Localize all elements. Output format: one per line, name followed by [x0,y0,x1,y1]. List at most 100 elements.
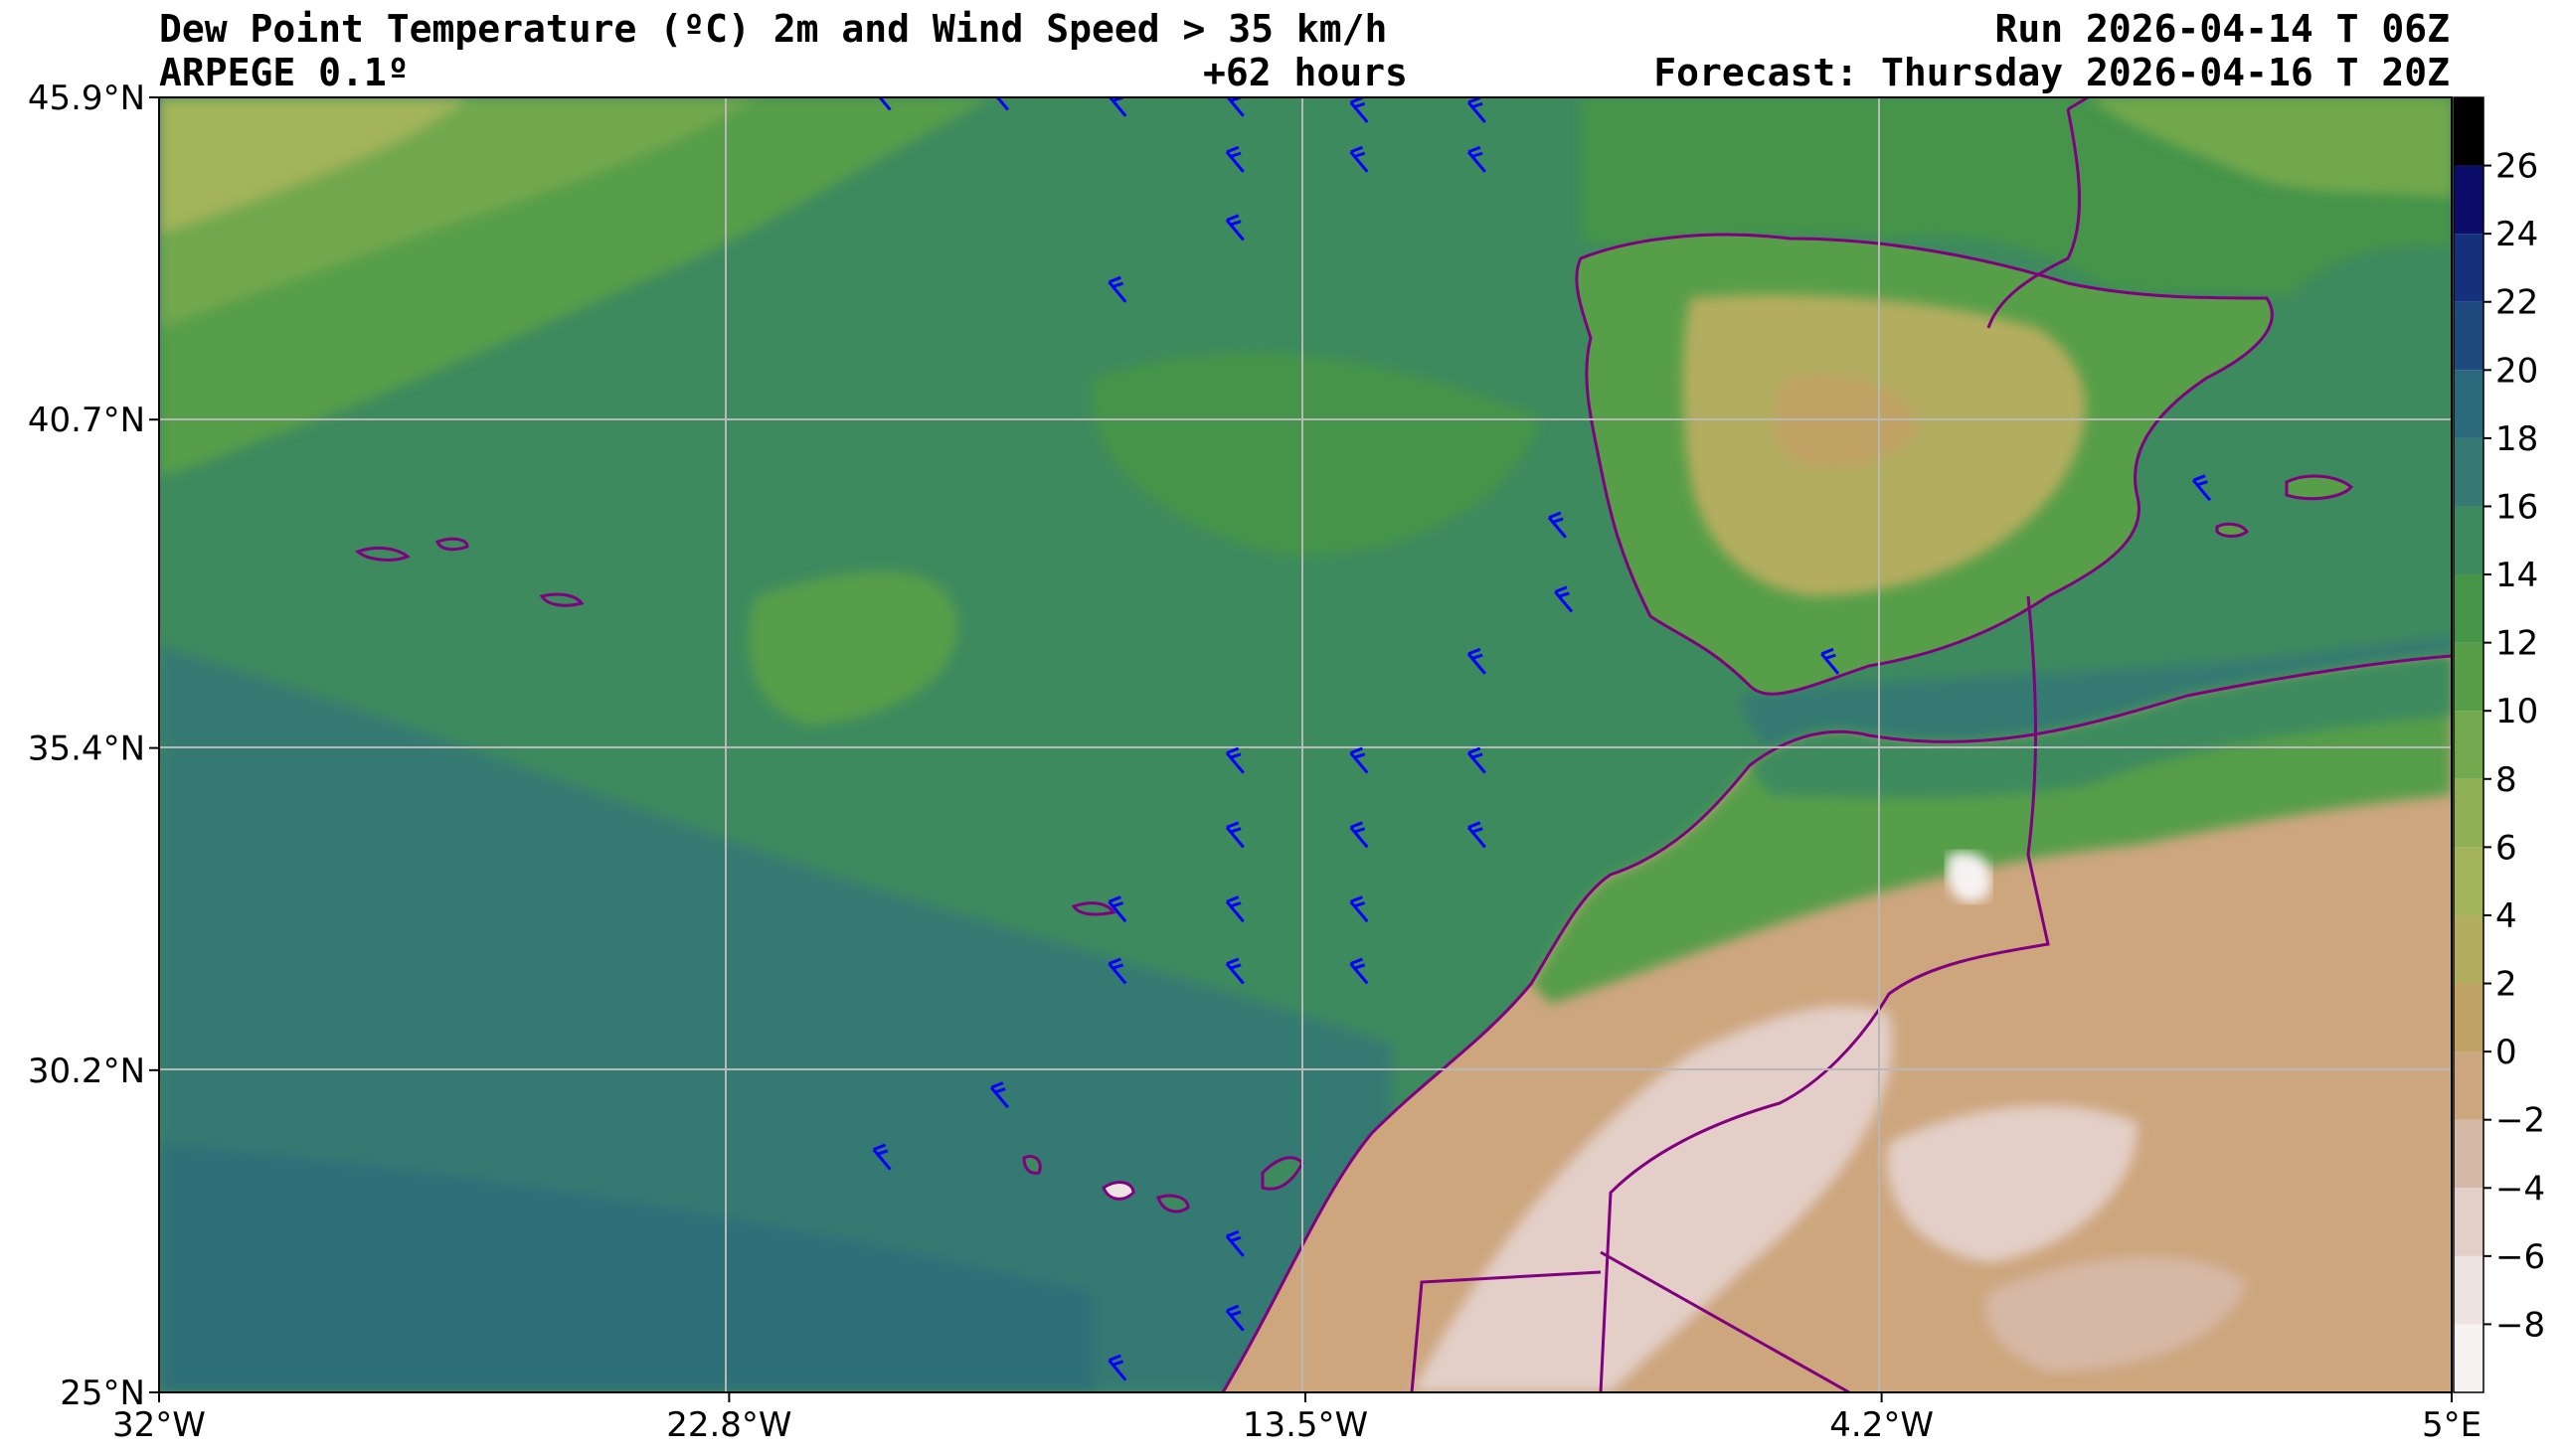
wind-barb [989,97,1009,111]
wind-barb [1349,957,1369,985]
colorbar-tick-label: −8 [2495,1305,2545,1345]
colorbar-tick-label: 8 [2495,760,2517,800]
wind-barb [1225,957,1245,985]
wind-barb [1466,746,1486,774]
sahara-dry-west [1412,1006,1893,1392]
contour-4-6-nw [159,97,467,234]
forecast-label: Forecast: Thursday 2026-04-16 T 20Z [1653,51,2450,94]
wind-barb [1225,1304,1245,1332]
wind-barb [1466,821,1486,849]
colorbar-segment [2454,370,2483,438]
colorbar-segment [2454,1052,2483,1120]
colorbar-tick-label: 12 [2495,624,2538,664]
map-area [159,97,2452,1392]
x-tick-label: 4.2°W [1829,1405,1934,1445]
colorbar-tick-label: −4 [2495,1169,2545,1209]
colorbar-segment [2454,165,2483,235]
iberia-central-dry [1775,375,1919,467]
run-label: Run 2026-04-14 T 06Z [1994,7,2450,51]
contour-10-12-central [748,571,958,726]
azores-east [539,592,585,607]
colorbar-segment [2454,97,2483,166]
wind-barb [1108,895,1127,923]
colorbar-tick-label: 0 [2495,1033,2517,1072]
colorbar-tick-label: −6 [2495,1237,2545,1277]
rif-coast-moist [1750,656,2452,798]
morocco-algeria-border [1599,595,2050,1392]
canary-la-palma [1022,1155,1042,1175]
azores-central [435,537,469,552]
colorbar-tick-label: 16 [2495,487,2538,527]
wind-barb [1225,145,1245,173]
x-tick-label: 5°E [2422,1405,2481,1445]
colorbar-frame [2453,96,2484,1393]
colorbar-segment [2454,983,2483,1052]
wind-barb [2192,474,2212,502]
colorbar-tick-label: 26 [2495,147,2538,187]
wind-barb [872,1143,892,1171]
lead-time-label: +62 hours [1203,51,1408,94]
colorbar-segment [2454,1255,2483,1325]
colorbar-segment [2454,711,2483,779]
colorbar-segment [2454,1188,2483,1256]
wind-barb [1349,145,1369,173]
wind-barb [1225,1229,1245,1257]
colorbar-segment [2454,1119,2483,1189]
sahara-dry-south [1985,1256,2247,1372]
y-tick-label: 25°N [60,1374,145,1413]
wind-barb [1225,746,1245,774]
x-tick-label: 22.8°W [666,1405,791,1445]
wind-barb [1108,957,1127,985]
x-tick-label: 32°W [112,1405,206,1445]
colorbar-tick-label: 14 [2495,556,2538,595]
wind-barb [1225,214,1245,242]
colorbar-tick-label: 18 [2495,419,2538,459]
wind-barb [1225,895,1245,923]
wind-barb [1349,97,1369,123]
colorbar-segment [2454,506,2483,575]
wind-barb [1349,821,1369,849]
colorbar-segment [2454,847,2483,915]
mauritania-border [1600,1250,1850,1392]
colorbar-segment [2454,234,2483,302]
wind-barb [1466,647,1486,675]
colorbar-segment [2454,778,2483,848]
contour-12-14-central [1091,352,1541,557]
colorbar-segment [2454,1324,2483,1392]
map-grid [159,97,2452,1392]
western-sahara-border [1410,1270,1602,1392]
colorbar-tick-label: 24 [2495,215,2538,254]
chart-title: Dew Point Temperature (ºC) 2m and Wind S… [159,7,1388,51]
canary-gran-canaria [1156,1194,1190,1213]
wind-barb [1547,511,1567,539]
balearic-ibiza [2215,522,2250,538]
iberia-coastline [1575,233,2274,696]
colorbar-tick-label: 4 [2495,896,2517,936]
colorbar-tick-label: 20 [2495,351,2538,391]
y-tick-label: 30.2°N [28,1052,145,1091]
colorbar-segment [2454,574,2483,643]
pyrenees-border [1986,108,2081,329]
madeira-island [1071,901,1116,916]
colorbar-segment [2454,437,2483,507]
colorbar-tick-label: 22 [2495,283,2538,323]
model-label: ARPEGE 0.1º [159,51,410,94]
colorbar-tick-label: −2 [2495,1101,2545,1141]
france-dry-zone [2088,97,2452,199]
y-tick-label: 40.7°N [28,401,145,440]
colorbar-segment [2454,642,2483,712]
azores-west [355,546,411,562]
africa-coastline [1221,654,2452,1392]
colorbar-segment [2454,914,2483,984]
y-tick-label: 35.4°N [28,729,145,769]
wind-barb [1554,585,1574,613]
colorbar-segment [2454,301,2483,371]
wind-barb [1349,746,1369,774]
contour-17-19-sw [159,1143,1094,1392]
colorbar-tick-label: 10 [2495,692,2538,731]
wind-barb [989,1081,1009,1109]
wind-barbs [872,97,2212,1381]
wind-barb [1820,647,1840,675]
colorbar-tick-label: 2 [2495,965,2517,1005]
